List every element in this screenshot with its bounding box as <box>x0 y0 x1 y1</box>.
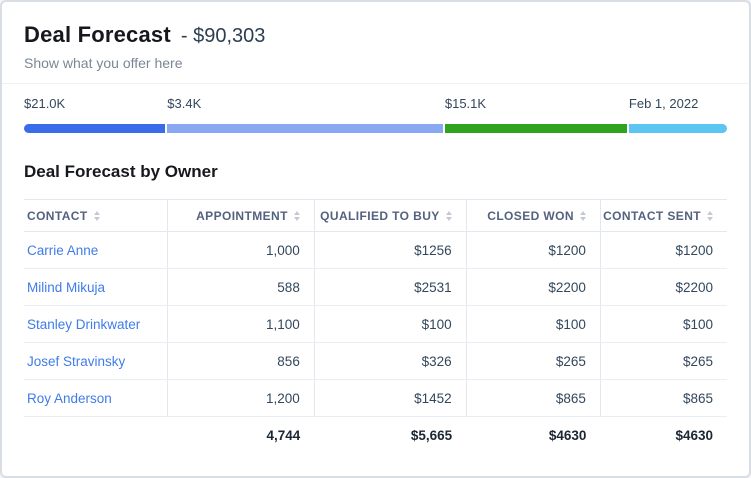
forecast-progress-section: $21.0K $3.4K $15.1K Feb 1, 2022 <box>2 84 749 133</box>
table-title: Deal Forecast by Owner <box>24 162 218 181</box>
sort-icon[interactable] <box>445 211 452 222</box>
value-cell: $2531 <box>314 268 467 306</box>
contact-cell: Milind Mikuja <box>24 268 168 306</box>
progress-segment-close-date[interactable] <box>628 124 728 133</box>
value-cell: $100 <box>466 305 601 343</box>
column-header-contact[interactable]: CONTACT <box>24 199 168 232</box>
contact-link[interactable]: Carrie Anne <box>27 242 99 258</box>
value-cell: $265 <box>600 342 727 380</box>
value-cell: $1256 <box>314 231 467 269</box>
totals-empty-cell <box>24 417 167 455</box>
sort-icon[interactable] <box>579 211 586 222</box>
contact-cell: Roy Anderson <box>24 379 168 417</box>
column-header-label: CONTACT <box>27 208 88 223</box>
value-cell: $100 <box>314 305 467 343</box>
value-cell: $2200 <box>600 268 727 306</box>
column-header-label: CLOSED WON <box>487 208 574 223</box>
table-row: Josef Stravinsky 856 $326 $265 $265 <box>24 342 727 380</box>
totals-cell: 4,744 <box>266 428 301 444</box>
column-header-label: APPOINTMENT <box>196 208 288 223</box>
page-title: Deal Forecast <box>24 22 171 47</box>
contact-link[interactable]: Roy Anderson <box>27 390 112 406</box>
column-header-label: QUALIFIED TO BUY <box>320 208 440 223</box>
table-row: Milind Mikuja 588 $2531 $2200 $2200 <box>24 268 727 306</box>
value-cell: $326 <box>314 342 467 380</box>
value-cell: $865 <box>600 379 727 417</box>
column-header-qualified-to-buy[interactable]: QUALIFIED TO BUY <box>314 199 467 232</box>
value-cell: 856 <box>167 342 315 380</box>
totals-cell: $4630 <box>675 428 713 444</box>
progress-segment-qualified-to-buy[interactable] <box>167 124 443 133</box>
contact-link[interactable]: Josef Stravinsky <box>27 353 126 369</box>
column-header-appointment[interactable]: APPOINTMENT <box>167 199 315 232</box>
value-cell: 1,200 <box>167 379 315 417</box>
progress-bar <box>24 124 728 133</box>
sort-icon[interactable] <box>707 211 713 222</box>
value-cell: 1,000 <box>167 231 315 269</box>
column-header-label: CONTACT SENT <box>603 208 701 223</box>
card-header: Deal Forecast - $90,303 Show what you of… <box>2 2 749 83</box>
table-header-row: CONTACT APPOINTMENT QUALIFIED TO BUY CLOSED… <box>24 199 727 232</box>
contact-cell: Stanley Drinkwater <box>24 305 168 343</box>
value-cell: $265 <box>466 342 601 380</box>
column-header-contact-sent[interactable]: CONTACT SENT <box>600 199 727 232</box>
contact-link[interactable]: Stanley Drinkwater <box>27 316 141 332</box>
value-cell: $1200 <box>466 231 601 269</box>
table-row: Roy Anderson 1,200 $1452 $865 $865 <box>24 379 727 417</box>
table-container: CONTACT APPOINTMENT QUALIFIED TO BUY CLOSED… <box>2 182 749 455</box>
contact-link[interactable]: Milind Mikuja <box>27 279 106 295</box>
contact-cell: Carrie Anne <box>24 231 168 269</box>
progress-label-close-date: Feb 1, 2022 <box>628 96 699 111</box>
table-totals-row: 4,744 $5,665 $4630 $4630 <box>24 417 727 455</box>
value-cell: $865 <box>466 379 601 417</box>
value-cell: $2200 <box>466 268 601 306</box>
page-subtitle: Show what you offer here <box>24 55 183 71</box>
deal-forecast-table: CONTACT APPOINTMENT QUALIFIED TO BUY CLOSED… <box>24 199 727 455</box>
value-cell: $1200 <box>600 231 727 269</box>
progress-label-qualified-to-buy: $3.4K <box>167 96 202 111</box>
progress-segment-closed-won[interactable] <box>444 124 627 133</box>
table-row: Stanley Drinkwater 1,100 $100 $100 $100 <box>24 305 727 343</box>
progress-labels: $21.0K $3.4K $15.1K Feb 1, 2022 <box>24 96 727 111</box>
progress-segment-appointment[interactable] <box>24 124 166 133</box>
value-cell: 588 <box>167 268 315 306</box>
table-row: Carrie Anne 1,000 $1256 $1200 $1200 <box>24 231 727 269</box>
column-header-closed-won[interactable]: CLOSED WON <box>466 199 601 232</box>
value-cell: $1452 <box>314 379 467 417</box>
totals-cell: $5,665 <box>410 428 453 444</box>
value-cell: $100 <box>600 305 727 343</box>
sort-icon[interactable] <box>93 211 100 222</box>
sort-icon[interactable] <box>293 211 300 222</box>
forecast-amount: - $90,303 <box>180 25 266 47</box>
progress-label-appointment: $21.0K <box>24 96 66 111</box>
value-cell: 1,100 <box>167 305 315 343</box>
totals-cell: $4630 <box>548 428 587 444</box>
header-divider <box>2 83 749 84</box>
contact-cell: Josef Stravinsky <box>24 342 168 380</box>
progress-label-closed-won: $15.1K <box>444 96 487 111</box>
